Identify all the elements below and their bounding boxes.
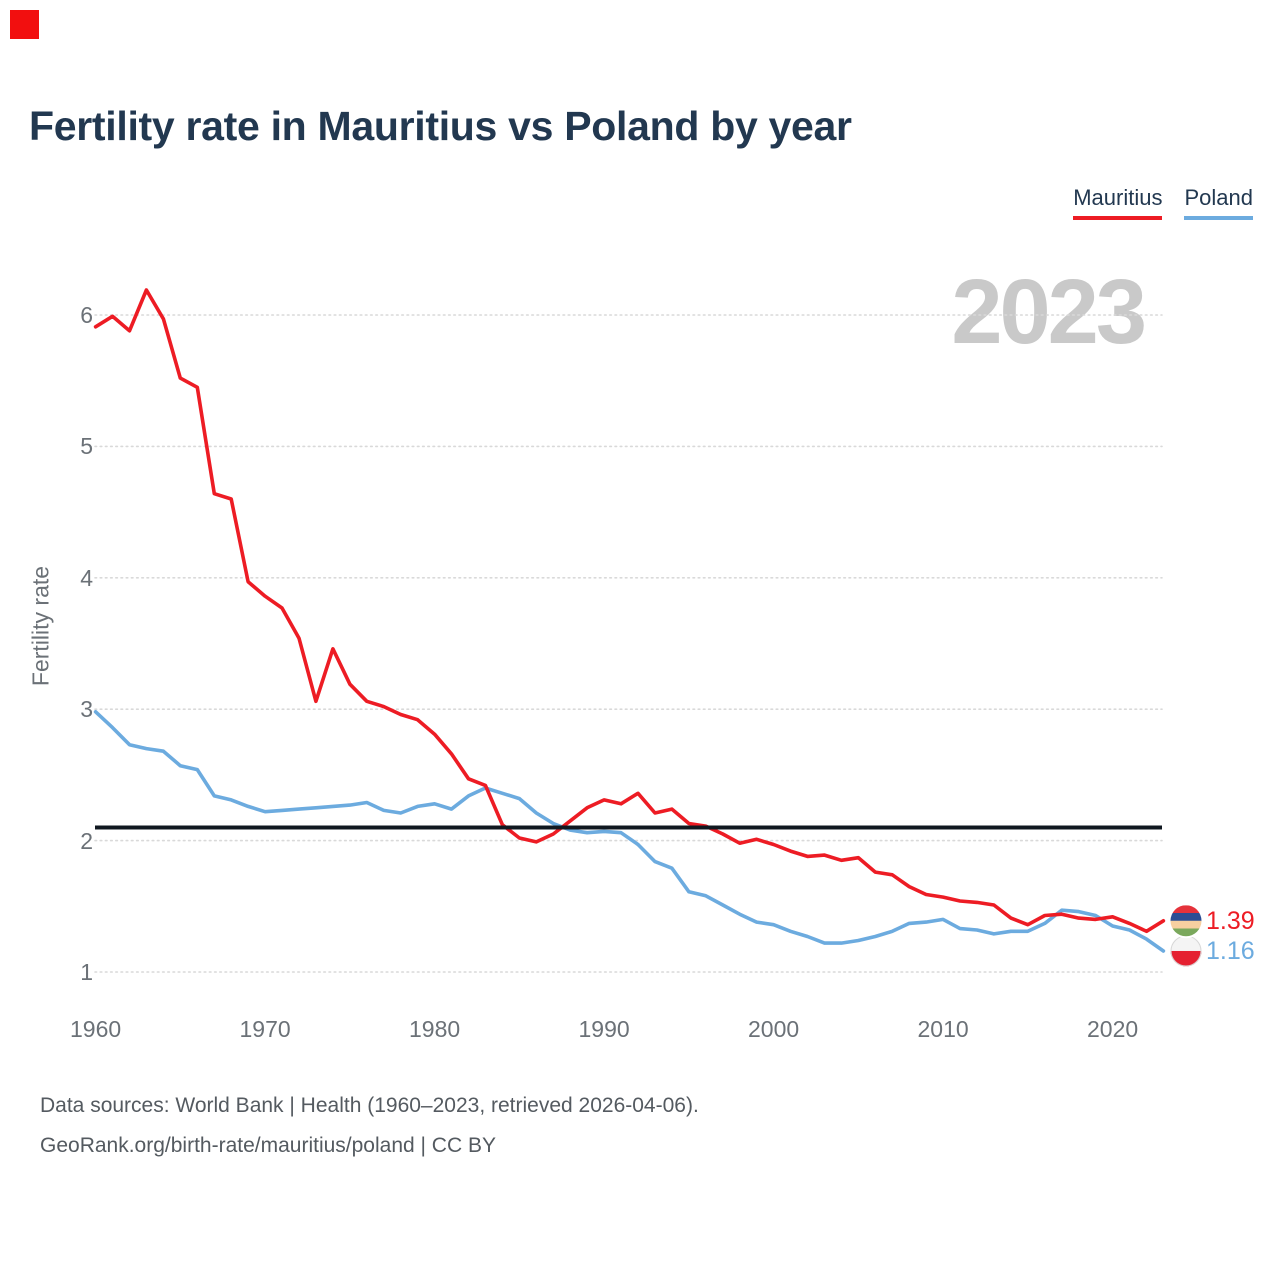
- x-tick-label-1990: 1990: [578, 1016, 630, 1042]
- legend-item-mauritius[interactable]: Mauritius: [1073, 185, 1163, 221]
- year-watermark: 2023: [951, 261, 1147, 363]
- x-tick-label-2010: 2010: [917, 1016, 969, 1042]
- red-marker-square: [10, 10, 39, 39]
- y-tick-label-6: 6: [80, 302, 93, 328]
- mauritius-flag-icon: [1168, 903, 1204, 939]
- y-tick-label-3: 3: [80, 696, 93, 723]
- legend-item-poland[interactable]: Poland: [1184, 185, 1253, 221]
- x-tick-label-1970: 1970: [239, 1016, 291, 1042]
- y-tick-label-4: 4: [80, 564, 93, 591]
- poland-flag-icon: [1168, 933, 1204, 969]
- page-title: Fertility rate in Mauritius vs Poland by…: [29, 103, 852, 149]
- x-tick-label-1980: 1980: [409, 1016, 461, 1042]
- poland-line: [93, 709, 1166, 953]
- footer-sources: Data sources: World Bank | Health (1960–…: [40, 1094, 699, 1117]
- mauritius-line: [93, 288, 1166, 934]
- footer: Data sources: World Bank | Health (1960–…: [40, 1086, 699, 1166]
- end-label-1: 1.16: [1206, 936, 1255, 965]
- legend: Mauritius Poland: [1073, 185, 1253, 221]
- x-tick-label-2000: 2000: [748, 1016, 800, 1042]
- x-tick-label-2020: 2020: [1087, 1016, 1139, 1042]
- x-tick-label-1960: 1960: [70, 1016, 122, 1042]
- y-tick-label-1: 1: [80, 959, 93, 985]
- end-label-0: 1.39: [1206, 906, 1255, 935]
- y-tick-label-5: 5: [80, 433, 93, 460]
- footer-attribution: GeoRank.org/birth-rate/mauritius/poland …: [40, 1134, 496, 1157]
- y-tick-label-2: 2: [80, 827, 93, 854]
